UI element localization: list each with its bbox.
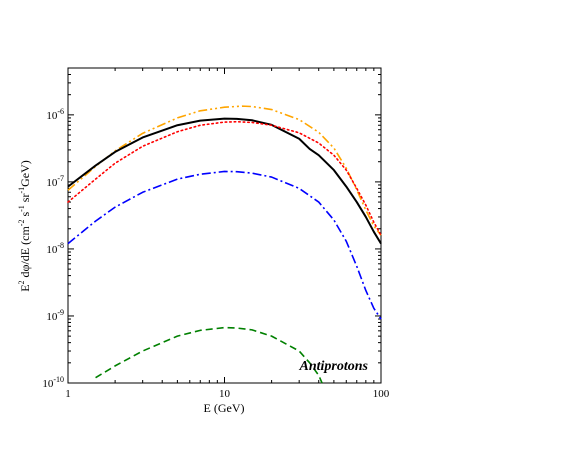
y-tick-label-1: 10-9	[46, 308, 64, 323]
y-axis-title-b: dφ/dE (cm	[18, 226, 32, 281]
y-tick-label-0: 10-10	[42, 375, 64, 390]
series-line-2	[67, 120, 382, 237]
annotation-antiprotons: Antiprotons	[299, 359, 369, 374]
y-axis-title-d: sr	[18, 194, 32, 206]
y-axis-title-e: GeV)	[18, 160, 32, 187]
series-line-3	[67, 170, 382, 320]
plot-frame	[67, 67, 382, 384]
x-axis-title: E (GeV)	[204, 401, 245, 415]
y-tick-labels: 10-10 10-9 10-8 10-7 10-6	[42, 107, 64, 390]
series-line-0	[67, 105, 382, 236]
y-axis-title: E2 dφ/dE (cm-2 s-1 sr-1GeV)	[17, 160, 32, 292]
y-tick-label-3: 10-7	[46, 174, 64, 189]
y-axis-title-d-sup: -1	[17, 187, 26, 194]
x-tick-labels: 1 10 100	[65, 388, 390, 400]
y-axis-title-a-sup: 2	[17, 280, 26, 284]
y-axis-title-b-sup: -2	[17, 220, 26, 227]
series-line-1	[67, 117, 382, 245]
y-axis-title-c-sup: -1	[17, 205, 26, 212]
y-tick-label-4: 10-6	[46, 107, 64, 122]
y-axis-title-a: E	[18, 284, 32, 291]
x-tick-label-0: 1	[65, 388, 71, 400]
x-tick-label-2: 100	[373, 388, 390, 400]
y-tick-label-2: 10-8	[46, 241, 64, 256]
y-axis-title-c: s	[18, 212, 32, 220]
series-group	[67, 105, 382, 384]
x-tick-label-1: 10	[219, 388, 231, 400]
axis-ticks	[67, 67, 382, 384]
series-line-4	[95, 326, 323, 384]
